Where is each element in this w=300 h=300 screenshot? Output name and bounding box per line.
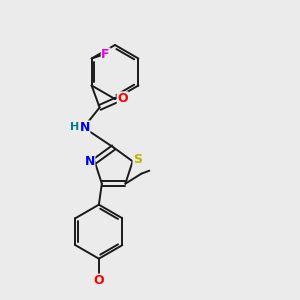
Text: N: N: [80, 121, 90, 134]
Text: N: N: [84, 155, 95, 168]
Text: O: O: [117, 92, 128, 105]
Text: O: O: [94, 274, 104, 287]
Text: H: H: [70, 122, 79, 131]
Text: F: F: [101, 48, 110, 61]
Text: S: S: [133, 153, 142, 166]
